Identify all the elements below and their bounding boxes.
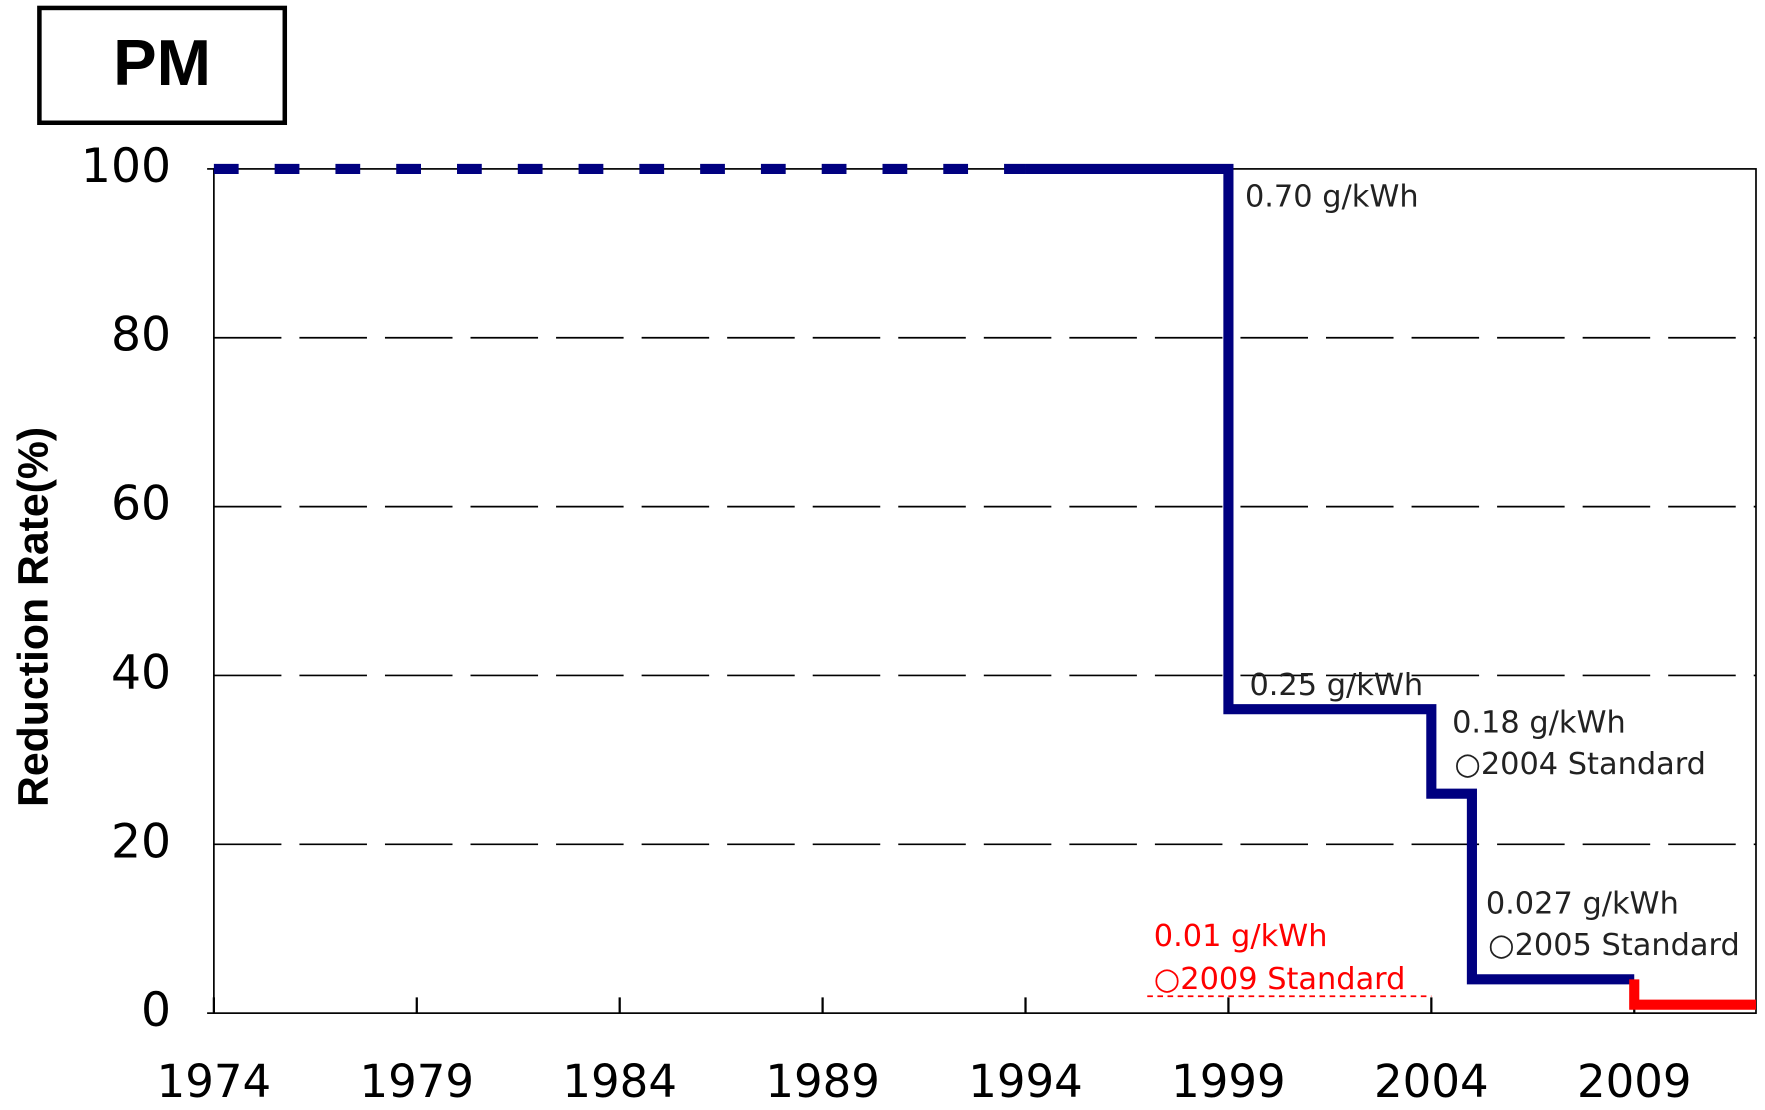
annotation: 0.70 g/kWh <box>1245 180 1419 215</box>
title-box <box>37 5 288 126</box>
annotation: ○2009 Standard <box>1154 962 1406 997</box>
annotation: 0.25 g/kWh <box>1249 668 1423 703</box>
annotation: 0.18 g/kWh <box>1452 705 1626 740</box>
chart-title: PM <box>113 26 211 99</box>
x-tick-label: 1989 <box>765 1055 880 1108</box>
y-tick-label: 60 <box>111 477 171 532</box>
y-tick-label: 100 <box>81 139 171 194</box>
step-line <box>1025 163 1635 985</box>
x-tick-label: 2009 <box>1577 1055 1692 1108</box>
y-tick-label: 40 <box>111 645 171 700</box>
x-tick-label: 1984 <box>562 1055 677 1108</box>
plot-frame <box>213 168 1757 1014</box>
annotation: ○2005 Standard <box>1488 928 1740 963</box>
y-tick-label: 20 <box>111 814 171 869</box>
y-tick-label: 80 <box>111 308 171 363</box>
x-tick-label: 1994 <box>968 1055 1083 1108</box>
annotation: 0.027 g/kWh <box>1486 887 1679 922</box>
annotation: 0.01 g/kWh <box>1154 919 1328 954</box>
x-tick-label: 1979 <box>360 1055 475 1108</box>
y-tick-label: 0 <box>141 983 171 1038</box>
x-tick-label: 1999 <box>1171 1055 1286 1108</box>
x-tick-label: 1974 <box>157 1055 272 1108</box>
annotation: ○2004 Standard <box>1454 747 1706 782</box>
y-axis-label: Reduction Rate(%) <box>9 427 57 807</box>
step-line <box>1629 979 1756 1010</box>
x-tick-label: 2004 <box>1374 1055 1489 1108</box>
